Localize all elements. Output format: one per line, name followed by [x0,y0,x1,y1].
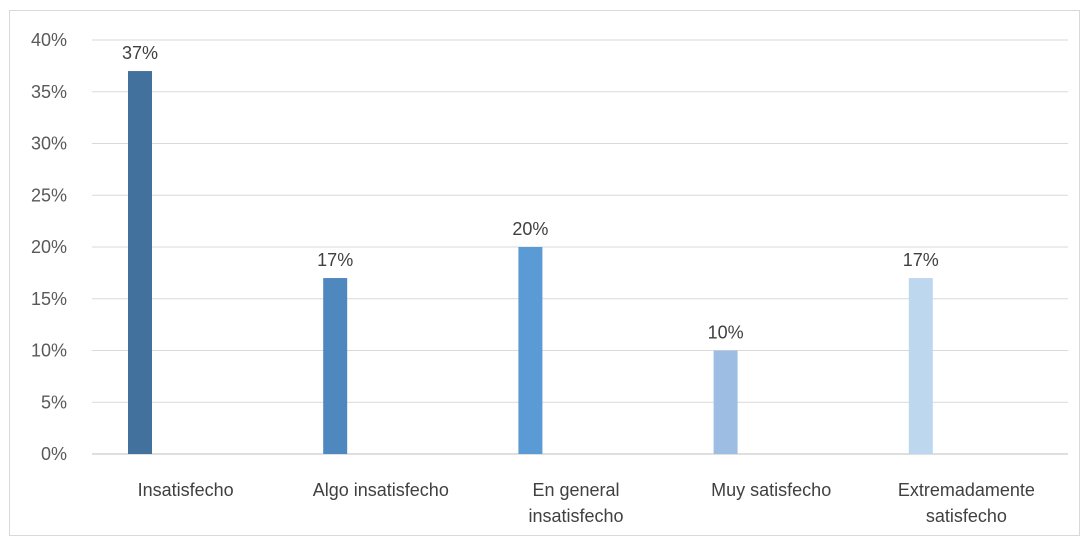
y-tick-label-3: 15% [31,289,67,309]
gridlines [92,39,1068,455]
category-label-2: En general insatisfecho [528,480,623,526]
category-label-2-line-1: insatisfecho [528,506,623,526]
bar-4 [908,278,933,454]
category-label-3-line-0: Muy satisfecho [711,480,831,500]
data-label-4: 17% [903,250,939,270]
y-tick-label-0: 0% [41,444,67,464]
y-tick-label-6: 30% [31,134,67,154]
data-label-2: 20% [512,219,548,239]
bar-0 [128,71,152,455]
category-label-0: Insatisfecho [138,480,234,500]
category-label-4-line-1: satisfecho [926,506,1007,526]
category-label-3: Muy satisfecho [711,480,831,500]
y-tick-label-8: 40% [31,30,67,50]
data-label-1: 17% [317,250,353,270]
category-label-2-line-0: En general [532,480,619,500]
bar-1 [323,278,348,454]
category-label-4-line-0: Extremadamente [898,480,1035,500]
y-axis-tick-labels: 0% 5% 10% 15% 20% 25% 30% 35% 40% [31,30,67,464]
category-label-0-line-0: Insatisfecho [138,480,234,500]
bars [128,71,933,455]
category-label-4: Extremadamente satisfecho [898,480,1035,526]
y-tick-label-1: 5% [41,392,67,412]
bar-2 [518,247,543,454]
category-label-1: Algo insatisfecho [313,480,449,500]
data-labels: 37% 17% 20% 10% 17% [122,43,939,342]
y-tick-label-4: 20% [31,237,67,257]
chart-frame [9,10,1080,536]
bar-3 [713,350,738,454]
data-label-3: 10% [708,323,744,343]
x-axis-category-labels: Insatisfecho Algo insatisfecho En general i… [138,480,1035,526]
y-tick-label-5: 25% [31,185,67,205]
y-tick-label-2: 10% [31,341,67,361]
category-label-1-line-0: Algo insatisfecho [313,480,449,500]
y-tick-label-7: 35% [31,82,67,102]
data-label-0: 37% [122,43,158,63]
